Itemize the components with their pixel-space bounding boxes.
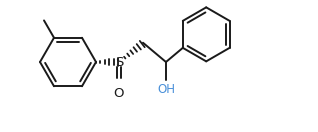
Text: OH: OH [157,83,175,96]
Text: O: O [114,87,124,100]
Text: S: S [115,55,123,69]
